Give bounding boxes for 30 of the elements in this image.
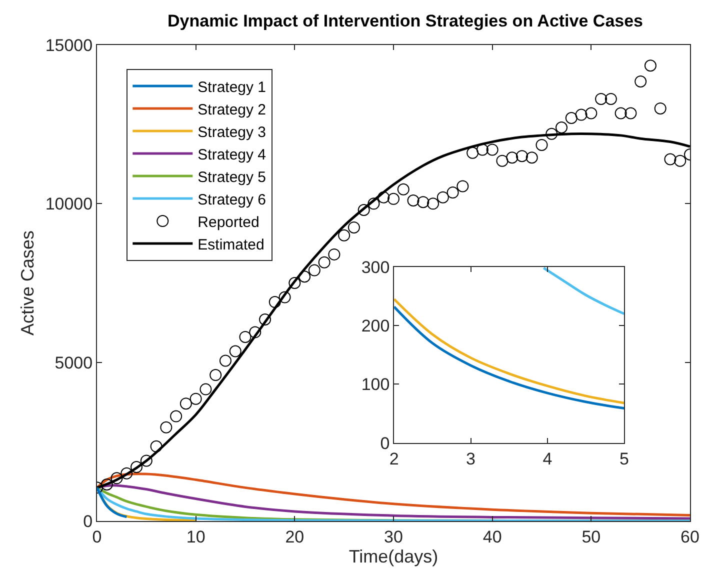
- chart-title: Dynamic Impact of Intervention Strategies on Active Cases: [168, 11, 644, 30]
- legend-label: Strategy 1: [198, 78, 266, 96]
- legend-label: Strategy 6: [198, 191, 266, 208]
- legend-label: Strategy 4: [198, 146, 266, 164]
- x-tick-label: 40: [482, 527, 502, 546]
- legend-label: Strategy 5: [198, 168, 266, 186]
- y-tick-label: 0: [380, 434, 390, 453]
- x-tick-label: 5: [619, 449, 629, 468]
- legend-label: Estimated: [198, 236, 264, 254]
- x-tick-label: 2: [389, 449, 399, 468]
- y-tick-label: 100: [361, 375, 390, 394]
- x-tick-label: 4: [542, 449, 552, 468]
- y-tick-label: 15000: [45, 36, 93, 55]
- legend-label: Strategy 3: [198, 124, 266, 141]
- x-tick-label: 3: [466, 449, 476, 468]
- legend-label: Strategy 2: [198, 101, 266, 118]
- x-tick-label: 20: [285, 527, 304, 546]
- y-tick-label: 0: [83, 512, 93, 531]
- y-tick-label: 200: [361, 316, 390, 336]
- y-tick-label: 5000: [54, 353, 93, 372]
- x-axis-title: Time(days): [348, 546, 438, 566]
- y-tick-label: 300: [361, 258, 390, 277]
- x-tick-label: 60: [680, 527, 700, 546]
- y-tick-label: 10000: [45, 194, 93, 214]
- line-series: [542, 266, 624, 316]
- x-tick-label: 30: [384, 527, 403, 546]
- y-axis-title: Active Cases: [18, 230, 38, 336]
- x-tick-label: 10: [186, 527, 206, 546]
- x-tick-label: 50: [582, 527, 601, 546]
- legend-label: Reported: [198, 214, 260, 231]
